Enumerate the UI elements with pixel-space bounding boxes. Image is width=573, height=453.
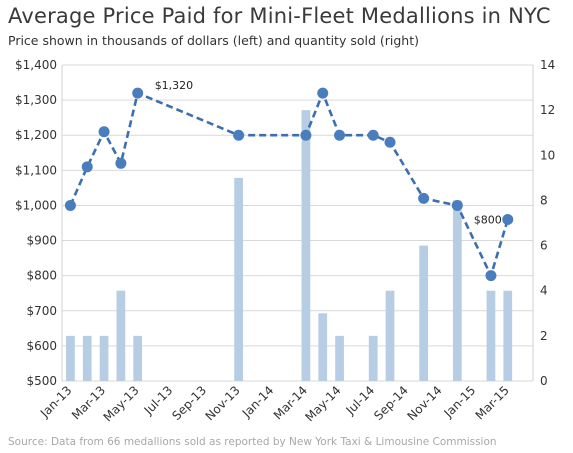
quantity-bar: [503, 290, 513, 381]
price-point: [300, 129, 312, 141]
x-axis-tick-label: Jan-13: [37, 383, 75, 421]
price-point: [367, 129, 379, 141]
data-label: $800: [474, 213, 502, 226]
right-axis-tick-label: 4: [540, 284, 548, 298]
quantity-bar: [66, 335, 75, 381]
x-axis-tick-label: Sep-13: [169, 383, 209, 423]
left-axis-tick-label: $1,300: [15, 93, 57, 107]
price-point: [502, 213, 514, 225]
price-points: [64, 87, 514, 282]
left-axis-tick-label: $600: [26, 339, 57, 353]
left-axis-tick-label: $1,200: [15, 128, 57, 142]
x-axis-tick-label: Nov-14: [405, 383, 445, 423]
left-axis-tick-label: $700: [26, 304, 57, 318]
price-point: [81, 161, 93, 173]
price-point: [485, 270, 497, 282]
price-point: [384, 136, 396, 148]
x-axis-tick-label: Sep-14: [371, 383, 411, 423]
right-axis-tick-label: 6: [540, 239, 548, 253]
quantity-bar: [301, 110, 311, 382]
x-axis-tick-label: Jan-15: [441, 383, 479, 421]
price-point: [233, 129, 245, 141]
quantity-bar: [419, 245, 429, 381]
left-axis-tick-label: $900: [26, 234, 57, 248]
right-axis-tick-label: 2: [540, 329, 548, 343]
price-point: [64, 199, 76, 211]
quantity-bars: [66, 110, 513, 382]
x-axis-tick-label: Mar-15: [473, 383, 512, 422]
chart-title: Average Price Paid for Mini-Fleet Medall…: [8, 4, 551, 28]
price-point: [451, 199, 463, 211]
left-axis-tick-label: $800: [26, 269, 57, 283]
quantity-bar: [133, 335, 143, 381]
left-axis-tick-label: $1,000: [15, 198, 57, 212]
quantity-bar: [452, 200, 462, 381]
price-point: [98, 126, 110, 138]
quantity-bar: [318, 313, 328, 381]
left-axis-tick-label: $1,100: [15, 163, 57, 177]
price-point: [132, 87, 144, 99]
quantity-bar: [234, 177, 243, 381]
quantity-bar: [335, 335, 344, 381]
quantity-bar: [99, 335, 109, 381]
left-axis-tick-label: $1,400: [15, 58, 57, 72]
chart-subtitle: Price shown in thousands of dollars (lef…: [8, 33, 419, 48]
right-axis-tick-label: 14: [540, 58, 555, 72]
chart-source: Source: Data from 66 medallions sold as …: [8, 436, 497, 448]
right-axis-tick-label: 0: [540, 374, 548, 388]
quantity-bar: [116, 290, 126, 381]
x-axis-tick-label: Jan-14: [239, 383, 277, 421]
left-axis-tick-label: $500: [26, 374, 57, 388]
quantity-bar: [486, 290, 496, 381]
data-label: $1,320: [155, 79, 194, 92]
price-point: [115, 157, 127, 169]
price-point: [418, 192, 430, 204]
right-axis-ticks: 0 2 4 6 8 10 12 14: [540, 58, 555, 388]
price-point: [317, 87, 329, 99]
price-point: [334, 129, 346, 141]
left-axis-ticks: $500 $600 $700 $800 $900 $1,000 $1,100 $1,200 $1…: [15, 58, 57, 388]
price-line: [69, 89, 510, 280]
annotations: $1,320 $800: [155, 79, 502, 226]
quantity-bar: [368, 335, 378, 381]
quantity-bar: [385, 290, 395, 381]
x-axis-tick-label: Nov-13: [203, 383, 243, 423]
price-series-line: [69, 89, 510, 280]
x-axis-tick-label: May-14: [303, 383, 344, 424]
quantity-bar: [82, 335, 92, 381]
right-axis-tick-label: 12: [540, 103, 555, 117]
right-axis-tick-label: 8: [540, 193, 548, 207]
right-axis-tick-label: 10: [540, 148, 555, 162]
x-axis-tick-label: May-13: [101, 383, 142, 424]
